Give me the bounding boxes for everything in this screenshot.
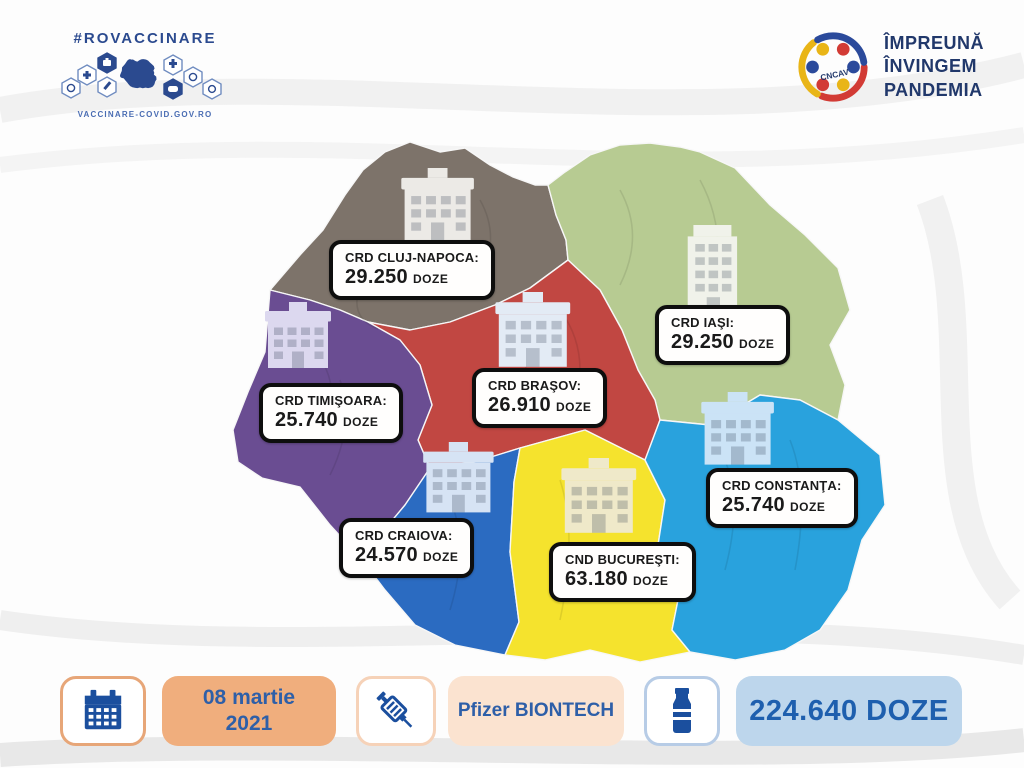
region-label-timisoara: CRD TIMIŞOARA: 25.740 DOZE bbox=[259, 383, 403, 443]
building-icon-iasi bbox=[687, 225, 738, 313]
building-icon-timisoara bbox=[265, 302, 331, 368]
building-icon-constanta bbox=[701, 392, 774, 465]
region-label-craiova: CRD CRAIOVA: 24.570 DOZE bbox=[339, 518, 475, 578]
cncav-logo-block: CNCAV ÎMPREUNĂ ÎNVINGEM PANDEMIA bbox=[794, 28, 984, 106]
region-label-bucuresti: CND BUCUREŞTI: 63.180 DOZE bbox=[549, 542, 696, 602]
building-icon-bucuresti bbox=[561, 458, 637, 533]
syringe-icon-box bbox=[356, 676, 436, 746]
romania-silhouette-icon bbox=[120, 59, 157, 89]
syringe-icon bbox=[376, 691, 413, 728]
region-label-iasi: CRD IAŞI: 29.250 DOZE bbox=[655, 305, 791, 365]
calendar-icon-box bbox=[60, 676, 146, 746]
briefcase-icon bbox=[103, 58, 111, 66]
vaccine-badge: Pfizer BIONTECH bbox=[448, 676, 624, 746]
rovaccinare-logo: #ROVACCINARE bbox=[55, 30, 235, 119]
vial-icon-box bbox=[644, 676, 720, 746]
date-badge: 08 martie 2021 bbox=[162, 676, 336, 746]
date-line1: 08 martie bbox=[202, 685, 296, 709]
mask-icon bbox=[168, 86, 178, 92]
total-doses-badge: 224.640 DOZE bbox=[736, 676, 962, 746]
region-label-cluj-napoca: CRD CLUJ-NAPOCA: 29.250 DOZE bbox=[329, 240, 495, 300]
region-label-constanta: CRD CONSTANŢA: 25.740 DOZE bbox=[706, 468, 858, 528]
region-label-brasov: CRD BRAŞOV: 26.910 DOZE bbox=[472, 368, 608, 428]
vaccine-name: Pfizer BIONTECH bbox=[457, 700, 615, 721]
summary-bar: 08 martie 2021 Pfizer BIONTECH bbox=[0, 676, 1024, 748]
medical-glyphs bbox=[66, 59, 217, 94]
building-icon-brasov bbox=[495, 292, 571, 367]
medical-hexagons-icon bbox=[61, 52, 222, 100]
date-line2: 2021 bbox=[225, 712, 273, 735]
cncav-slogan: ÎMPREUNĂ ÎNVINGEM PANDEMIA bbox=[883, 32, 984, 100]
rovaccinare-hashtag: #ROVACCINARE bbox=[73, 30, 217, 47]
rovaccinare-site-url: VACCINARE-COVID.GOV.RO bbox=[77, 110, 213, 119]
building-icon-craiova bbox=[423, 442, 494, 513]
building-icon-cluj bbox=[401, 168, 474, 241]
vial-icon bbox=[673, 688, 691, 733]
cncav-logo-icon: CNCAV bbox=[798, 32, 868, 102]
calendar-icon bbox=[84, 689, 122, 730]
total-doses-value: 224.640 DOZE bbox=[749, 694, 949, 727]
cncav-dots bbox=[806, 42, 860, 92]
